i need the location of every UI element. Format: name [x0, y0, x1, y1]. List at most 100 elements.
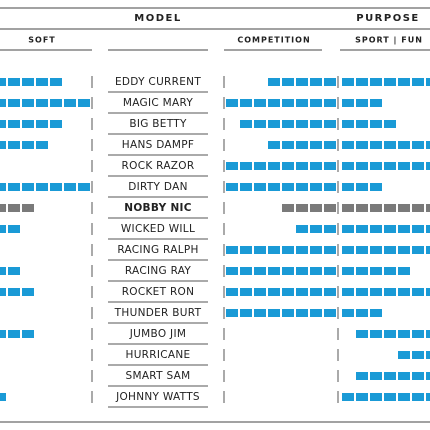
- competition-block: [282, 162, 294, 170]
- sport-block: [398, 351, 410, 359]
- soft-block: [0, 78, 6, 86]
- sport-block: [356, 78, 368, 86]
- competition-block: [310, 288, 322, 296]
- competition-block: [226, 246, 238, 254]
- sub-soft: SOFT: [28, 36, 55, 45]
- competition-block: [268, 162, 280, 170]
- competition-block: [268, 78, 280, 86]
- competition-block: [296, 309, 308, 317]
- model-name: NOBBY NIC: [124, 202, 192, 214]
- competition-block: [296, 267, 308, 275]
- sport-block: [342, 183, 354, 191]
- sport-block: [398, 246, 410, 254]
- header-purpose: PURPOSE: [356, 13, 420, 24]
- model-name: JOHNNY WATTS: [115, 391, 200, 403]
- competition-block: [268, 267, 280, 275]
- sport-block: [398, 372, 410, 380]
- competition-block: [240, 267, 252, 275]
- sport-block: [426, 330, 430, 338]
- model-name: RACING RALPH: [117, 244, 198, 256]
- sport-block: [412, 372, 424, 380]
- competition-block: [310, 162, 322, 170]
- competition-block: [254, 120, 266, 128]
- sport-block: [342, 309, 354, 317]
- model-name: JUMBO JIM: [129, 328, 186, 340]
- sport-block: [370, 120, 382, 128]
- sport-block: [398, 288, 410, 296]
- sport-block: [384, 204, 396, 212]
- sport-block: [370, 78, 382, 86]
- model-name: DIRTY DAN: [128, 181, 188, 193]
- sport-block: [412, 204, 424, 212]
- sport-block: [356, 120, 368, 128]
- competition-block: [310, 267, 322, 275]
- sport-block: [426, 162, 430, 170]
- sport-block: [342, 141, 354, 149]
- competition-block: [310, 141, 322, 149]
- soft-block: [22, 330, 34, 338]
- sport-block: [426, 393, 430, 401]
- sport-block: [398, 330, 410, 338]
- competition-block: [324, 99, 336, 107]
- competition-block: [282, 309, 294, 317]
- soft-block: [8, 204, 20, 212]
- competition-block: [254, 246, 266, 254]
- soft-block: [8, 78, 20, 86]
- competition-block: [240, 183, 252, 191]
- competition-block: [268, 141, 280, 149]
- sport-block: [412, 351, 424, 359]
- competition-block: [324, 288, 336, 296]
- sport-block: [356, 330, 368, 338]
- model-name: HANS DAMPF: [122, 139, 194, 151]
- soft-block: [8, 120, 20, 128]
- competition-block: [254, 162, 266, 170]
- sport-block: [342, 288, 354, 296]
- soft-block: [50, 183, 62, 191]
- model-name: MAGIC MARY: [123, 97, 194, 109]
- competition-block: [296, 288, 308, 296]
- model-name: EDDY CURRENT: [115, 76, 201, 88]
- soft-block: [0, 225, 6, 233]
- sport-block: [370, 267, 382, 275]
- soft-block: [8, 288, 20, 296]
- sport-block: [398, 204, 410, 212]
- soft-block: [50, 120, 62, 128]
- competition-block: [226, 309, 238, 317]
- sport-block: [412, 288, 424, 296]
- competition-block: [282, 246, 294, 254]
- sport-block: [412, 141, 424, 149]
- sport-block: [370, 225, 382, 233]
- sport-block: [398, 267, 410, 275]
- soft-block: [0, 120, 6, 128]
- sport-block: [370, 204, 382, 212]
- sport-block: [356, 309, 368, 317]
- sport-block: [384, 372, 396, 380]
- sport-block: [398, 162, 410, 170]
- sport-block: [398, 393, 410, 401]
- competition-block: [296, 204, 308, 212]
- model-name: ROCKET RON: [122, 286, 195, 298]
- sport-block: [398, 141, 410, 149]
- sport-block: [398, 78, 410, 86]
- competition-block: [268, 288, 280, 296]
- soft-block: [0, 288, 6, 296]
- competition-block: [282, 204, 294, 212]
- sport-block: [370, 309, 382, 317]
- sport-block: [426, 204, 430, 212]
- sport-block: [412, 225, 424, 233]
- sport-block: [342, 78, 354, 86]
- sport-block: [370, 393, 382, 401]
- sport-block: [356, 141, 368, 149]
- model-name: HURRICANE: [126, 349, 191, 361]
- competition-block: [226, 267, 238, 275]
- sport-block: [398, 225, 410, 233]
- soft-block: [22, 99, 34, 107]
- competition-block: [254, 183, 266, 191]
- model-name: RACING RAY: [125, 265, 192, 277]
- competition-block: [310, 309, 322, 317]
- soft-block: [22, 204, 34, 212]
- competition-block: [296, 225, 308, 233]
- competition-block: [324, 183, 336, 191]
- model-name: WICKED WILL: [121, 223, 195, 235]
- soft-block: [36, 120, 48, 128]
